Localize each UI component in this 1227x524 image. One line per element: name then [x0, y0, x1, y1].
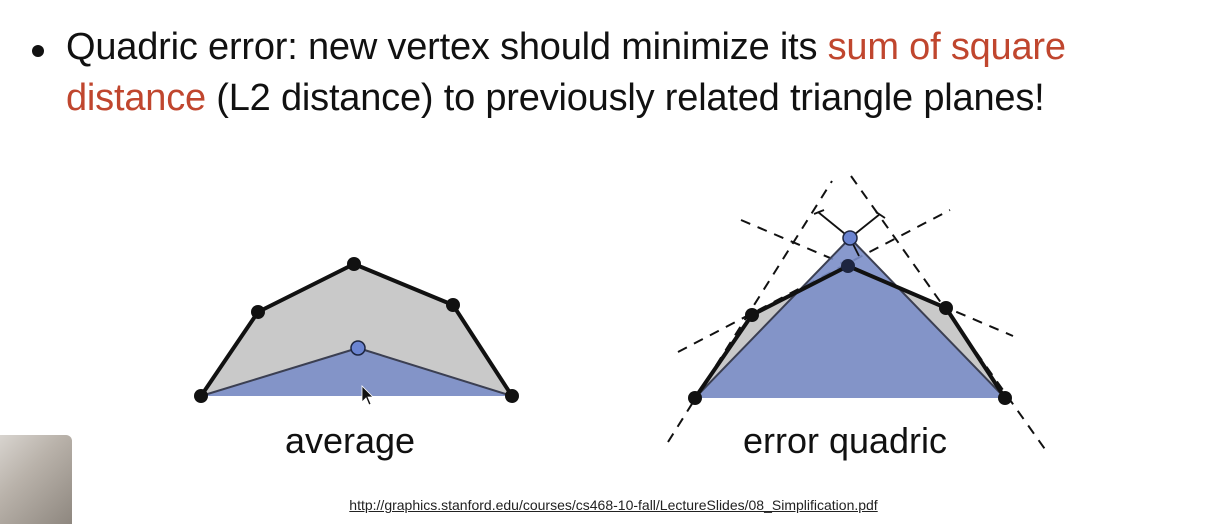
- average-vertex: [347, 257, 361, 271]
- average-vertex: [251, 305, 265, 319]
- average-simplified-edge-left: [200, 347, 359, 397]
- quadric-vertex: [841, 259, 855, 273]
- quadric-vertex: [688, 391, 702, 405]
- average-new-vertex: [350, 340, 366, 356]
- quadric-new-vertex: [842, 230, 858, 246]
- average-vertex: [446, 298, 460, 312]
- plane-line: [667, 180, 833, 443]
- error-quadric-caption: error quadric: [742, 420, 948, 461]
- error-quadric-diagram: [667, 175, 1048, 453]
- quadric-simplified-surface: [695, 238, 1005, 398]
- quadric-simplified-edge-right: [849, 237, 1006, 399]
- quadric-vertex: [939, 301, 953, 315]
- bullet-text-start: Quadric error: new vertex should minimiz…: [66, 26, 828, 68]
- average-diagram: [194, 257, 519, 406]
- average-original-surface: [201, 264, 512, 396]
- bullet-marker: [32, 45, 44, 57]
- quadric-simplified-edge-left: [694, 237, 851, 399]
- mouse-cursor-icon: [361, 385, 374, 406]
- average-simplified-surface: [201, 348, 512, 396]
- bullet-text-end: (L2 distance) to previously related tria…: [205, 77, 1045, 119]
- average-simplified-edge-right: [357, 347, 513, 397]
- source-link[interactable]: http://graphics.stanford.edu/courses/cs4…: [349, 497, 878, 513]
- average-caption: average: [284, 420, 416, 461]
- webcam-thumbnail: [0, 435, 72, 524]
- quadric-vertex: [745, 308, 759, 322]
- bullet-point: Quadric error: new vertex should minimiz…: [20, 22, 1215, 124]
- distance-marker: [813, 209, 825, 215]
- bullet-text: Quadric error: new vertex should minimiz…: [66, 22, 1215, 124]
- average-vertex: [194, 389, 208, 403]
- average-vertex: [505, 389, 519, 403]
- quadric-vertex: [998, 391, 1012, 405]
- distance-marker: [875, 211, 886, 219]
- bullet-highlight: sum of square distance: [66, 26, 1066, 119]
